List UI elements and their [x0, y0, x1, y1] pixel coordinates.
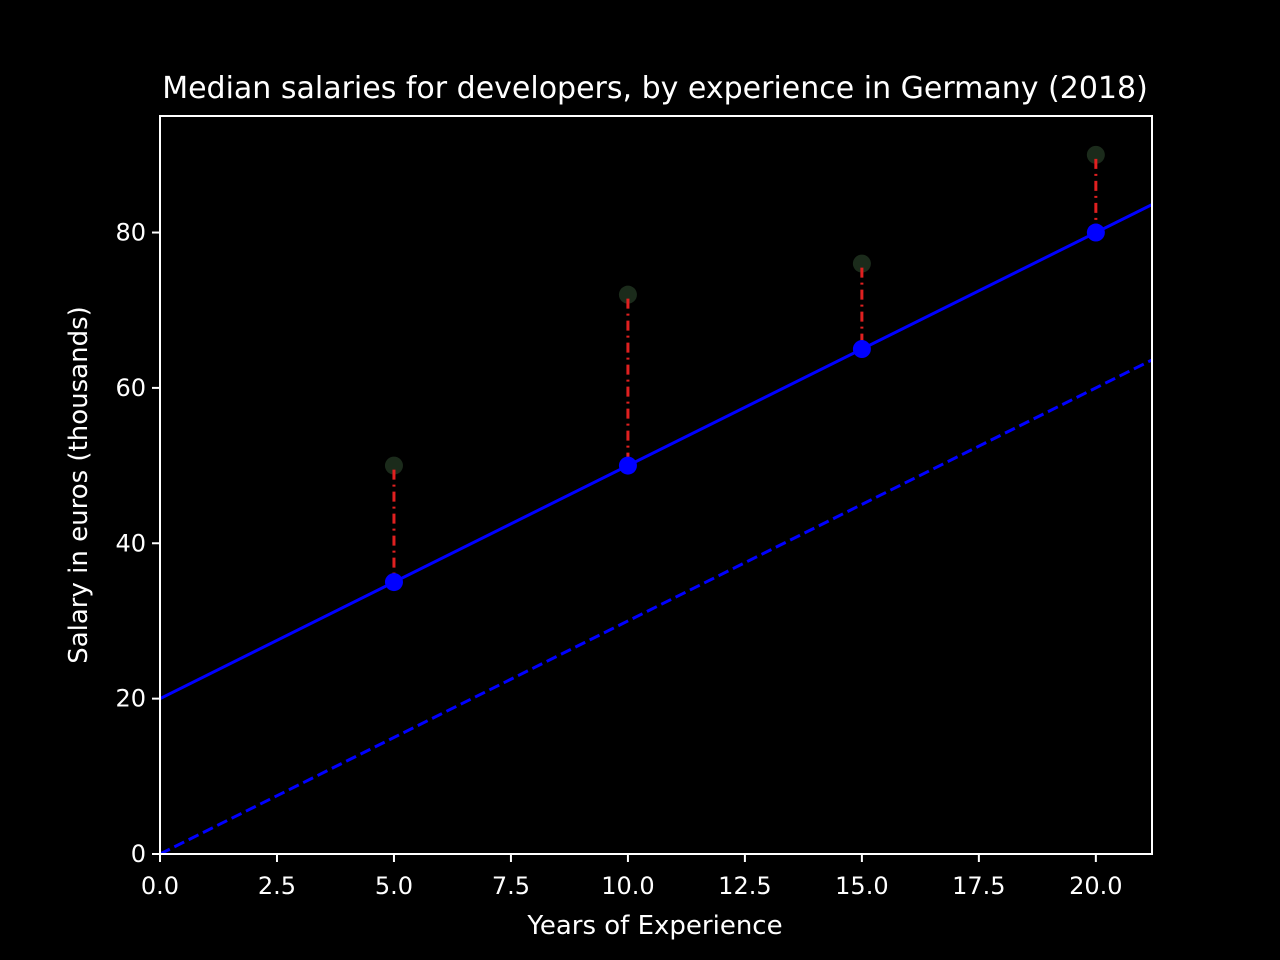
y-tick-label: 80 — [115, 219, 146, 247]
fit-line — [160, 203, 1152, 700]
observed-point — [852, 254, 871, 273]
x-tick-label: 15.0 — [835, 872, 888, 900]
observed-point — [384, 456, 403, 475]
y-tick-label: 0 — [131, 840, 146, 868]
x-tick-label: 20.0 — [1069, 872, 1122, 900]
fit-point — [618, 456, 637, 475]
x-tick-label: 7.5 — [492, 872, 530, 900]
axes: 0.0 2.5 5.0 7.5 10.0 12.5 15.0 17.5 20.0 0 20 40 60 8… — [115, 115, 1153, 900]
fit-point — [384, 573, 403, 592]
fit-point — [852, 340, 871, 359]
baseline-dashed-line — [160, 358, 1152, 854]
x-axis-label: Years of Experience — [526, 911, 782, 941]
x-tick-label: 17.5 — [952, 872, 1005, 900]
plot-content — [160, 145, 1152, 854]
y-tick-label: 60 — [115, 374, 146, 402]
y-tick-label: 40 — [115, 529, 146, 557]
observed-point — [618, 285, 637, 304]
chart-title: Median salaries for developers, by exper… — [162, 71, 1148, 106]
plot-area — [160, 145, 1152, 854]
x-tick-label: 0.0 — [141, 872, 179, 900]
y-tick-label: 20 — [115, 685, 146, 713]
observed-point — [1086, 145, 1105, 164]
y-axis-label: Salary in euros (thousands) — [64, 306, 94, 664]
axes-frame — [159, 115, 1153, 855]
x-tick-label: 12.5 — [718, 872, 771, 900]
x-tick-label: 10.0 — [601, 872, 654, 900]
fit-point — [1086, 223, 1105, 242]
x-tick-label: 5.0 — [375, 872, 413, 900]
x-tick-label: 2.5 — [258, 872, 296, 900]
